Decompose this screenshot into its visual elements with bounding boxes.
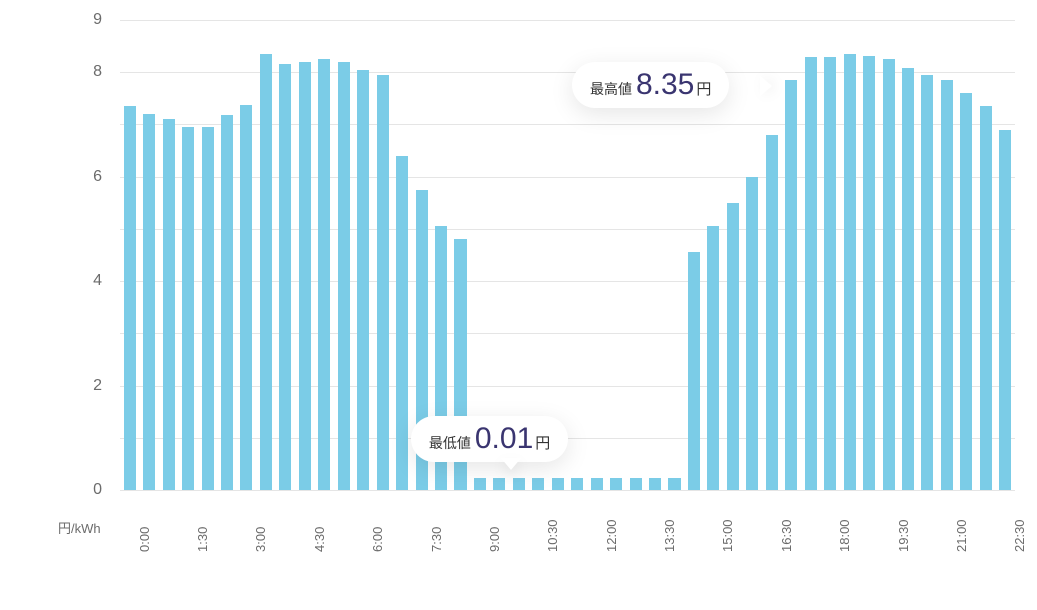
y-tick-label: 6	[0, 168, 102, 186]
gridline	[120, 281, 1015, 282]
callout-min-value: 0.01	[475, 422, 533, 456]
gridline	[120, 72, 1015, 73]
price-bar-chart: 円/kWh 最高値 8.35 円 最低値 0.01 円 0 2 4 6 8 9 0:00 1:…	[0, 0, 1037, 610]
x-tick-label: 4:30	[312, 527, 327, 552]
x-tick-label: 9:00	[487, 527, 502, 552]
price-bar	[980, 106, 992, 490]
y-tick-label: 2	[0, 377, 102, 395]
price-bar	[377, 75, 389, 490]
x-tick-label: 15:00	[720, 519, 735, 552]
callout-min: 最低値 0.01 円	[411, 416, 568, 462]
price-bar	[221, 115, 233, 490]
price-bar	[688, 252, 700, 490]
x-tick-label: 6:00	[370, 527, 385, 552]
callout-min-unit: 円	[535, 432, 550, 453]
price-bar	[921, 75, 933, 490]
price-bar	[999, 130, 1011, 490]
price-bar	[124, 106, 136, 490]
price-bar	[610, 478, 622, 490]
gridline	[120, 124, 1015, 125]
price-bar	[318, 59, 330, 490]
x-tick-label: 13:30	[662, 519, 677, 552]
x-tick-label: 1:30	[195, 527, 210, 552]
price-bar	[279, 64, 291, 490]
price-bar	[552, 478, 564, 490]
y-tick-label: 0	[0, 481, 102, 499]
x-tick-label: 12:00	[604, 519, 619, 552]
price-bar	[299, 62, 311, 490]
price-bar	[668, 478, 680, 490]
y-tick-label: 8	[0, 63, 102, 81]
price-bar	[493, 478, 505, 490]
price-bar	[746, 177, 758, 490]
x-tick-label: 22:30	[1012, 519, 1027, 552]
price-bar	[396, 156, 408, 490]
price-bar	[357, 70, 369, 490]
price-bar	[727, 203, 739, 490]
price-bar	[182, 127, 194, 490]
x-tick-label: 3:00	[253, 527, 268, 552]
plot-area	[120, 20, 1015, 490]
price-bar	[707, 226, 719, 490]
price-bar	[163, 119, 175, 490]
x-tick-label: 0:00	[137, 527, 152, 552]
callout-max: 最高値 8.35 円	[572, 62, 729, 108]
price-bar	[902, 68, 914, 490]
x-tick-label: 21:00	[954, 519, 969, 552]
price-bar	[240, 105, 252, 490]
price-bar	[844, 54, 856, 490]
price-bar	[474, 478, 486, 490]
price-bar	[591, 478, 603, 490]
price-bar	[785, 80, 797, 490]
price-bar	[863, 56, 875, 490]
y-tick-label: 9	[0, 11, 102, 29]
price-bar	[805, 57, 817, 490]
gridline	[120, 177, 1015, 178]
gridline	[120, 333, 1015, 334]
gridline	[120, 386, 1015, 387]
gridline	[120, 229, 1015, 230]
price-bar	[513, 478, 525, 490]
x-tick-label: 16:30	[779, 519, 794, 552]
price-bar	[883, 59, 895, 490]
price-bar	[338, 62, 350, 490]
gridline	[120, 20, 1015, 21]
price-bar	[960, 93, 972, 490]
price-bar	[824, 57, 836, 490]
x-tick-label: 18:00	[837, 519, 852, 552]
x-tick-label: 19:30	[896, 519, 911, 552]
price-bar	[649, 478, 661, 490]
price-bar	[571, 478, 583, 490]
y-tick-label: 4	[0, 272, 102, 290]
x-tick-label: 7:30	[429, 527, 444, 552]
callout-max-unit: 円	[696, 78, 711, 99]
price-bar	[260, 54, 272, 490]
callout-max-label: 最高値	[590, 79, 632, 99]
price-bar	[202, 127, 214, 490]
price-bar	[941, 80, 953, 490]
x-tick-label: 10:30	[545, 519, 560, 552]
price-bar	[143, 114, 155, 490]
gridline	[120, 490, 1015, 491]
price-bar	[630, 478, 642, 490]
price-bar	[532, 478, 544, 490]
callout-max-tail	[760, 76, 772, 96]
price-bar	[766, 135, 778, 490]
callout-min-label: 最低値	[429, 433, 471, 453]
y-unit-label: 円/kWh	[58, 518, 101, 537]
callout-min-tail	[501, 458, 521, 470]
callout-max-value: 8.35	[636, 68, 694, 102]
